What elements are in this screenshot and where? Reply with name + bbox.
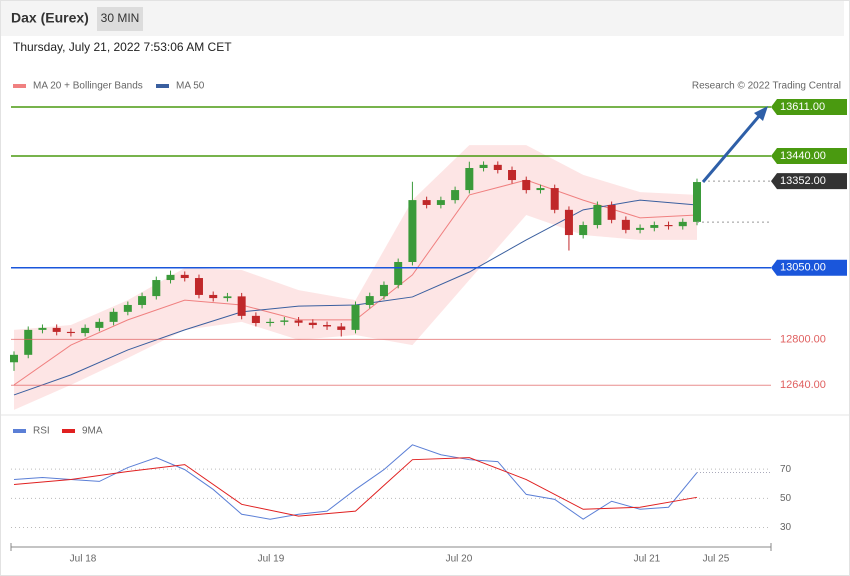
candle-body — [579, 225, 588, 236]
candle-body — [664, 225, 673, 227]
candle-body — [280, 320, 289, 322]
y-tick-label: 30 — [780, 522, 792, 533]
candle-body — [693, 182, 701, 222]
candle-body — [451, 190, 460, 201]
candle-body — [493, 164, 502, 171]
rsi-line — [13, 457, 698, 517]
candle-body — [194, 278, 203, 295]
candle-body — [678, 221, 687, 227]
legend-swatch — [13, 429, 26, 433]
candle-body — [408, 200, 417, 262]
candle-body — [180, 274, 189, 279]
legend-swatch — [13, 84, 26, 88]
candle-body — [209, 294, 218, 299]
rsi-line — [13, 444, 698, 520]
candle-body — [81, 327, 90, 334]
x-tick-label: Jul 20 — [446, 554, 473, 565]
credit: Research © 2022 Trading Central — [692, 81, 841, 92]
candle-body — [166, 274, 175, 281]
x-tick-label: Jul 19 — [258, 554, 285, 565]
candle-body — [465, 167, 474, 191]
level-label: 12640.00 — [780, 379, 826, 391]
legend-label: MA 50 — [176, 81, 205, 92]
subtitle: Thursday, July 21, 2022 7:53:06 AM CET — [13, 40, 232, 54]
legend-swatch — [62, 429, 75, 433]
level-badge — [771, 173, 847, 190]
candle-body — [607, 204, 616, 220]
x-tick-label: Jul 21 — [634, 554, 661, 565]
candle-body — [38, 327, 47, 330]
candle-body — [365, 296, 374, 305]
candle-body — [650, 225, 659, 228]
candle-body — [123, 304, 132, 312]
level-badge — [771, 259, 847, 276]
candle-body — [109, 311, 118, 322]
candle-body — [52, 327, 61, 332]
candle-body — [152, 280, 161, 297]
candle-body — [522, 180, 531, 191]
level-label: 13352.00 — [780, 175, 826, 187]
legend-label: RSI — [33, 426, 50, 437]
x-tick-label: Jul 18 — [70, 554, 97, 565]
candle-body — [508, 170, 517, 181]
candle-body — [237, 296, 246, 316]
forecast-arrow — [701, 114, 762, 183]
y-tick-label: 70 — [780, 464, 792, 475]
level-label: 13440.00 — [780, 150, 826, 162]
level-badge — [771, 147, 847, 164]
level-label: 13050.00 — [780, 262, 826, 274]
candle-body — [10, 354, 18, 363]
candle-body — [436, 200, 445, 205]
candle-body — [351, 304, 360, 330]
candle-body — [479, 164, 488, 168]
level-label: 13611.00 — [780, 101, 825, 113]
level-badge — [771, 98, 847, 115]
interval-badge — [97, 7, 143, 31]
candle-body — [308, 322, 317, 326]
legend-label: MA 20 + Bollinger Bands — [33, 81, 143, 92]
candle-body — [536, 188, 545, 191]
candle-body — [422, 200, 431, 205]
legend-swatch — [156, 84, 169, 88]
candle-body — [337, 326, 346, 330]
candle-body — [24, 329, 33, 355]
candle-body — [251, 315, 260, 324]
chart-title: Dax (Eurex) — [11, 10, 89, 26]
candle-body — [95, 321, 104, 328]
candle-body — [550, 188, 559, 210]
candle-body — [621, 219, 630, 230]
candle-body — [379, 284, 388, 297]
interval: 30 MIN — [101, 11, 140, 25]
candle-body — [66, 331, 75, 334]
candle-body — [323, 325, 332, 327]
candle-body — [223, 296, 232, 299]
x-tick-label: Jul 25 — [703, 554, 730, 565]
y-tick-label: 50 — [780, 493, 792, 504]
candle-body — [138, 296, 147, 305]
candle-body — [636, 227, 645, 230]
bollinger-band — [14, 145, 697, 410]
candle-body — [593, 204, 602, 226]
forecast-arrowhead — [754, 106, 768, 121]
candle-body — [266, 321, 275, 324]
candle-body — [394, 261, 403, 285]
level-label: 12800.00 — [780, 333, 826, 345]
legend-label: 9MA — [82, 426, 103, 437]
candle-body — [564, 209, 573, 236]
candle-body — [294, 320, 303, 323]
